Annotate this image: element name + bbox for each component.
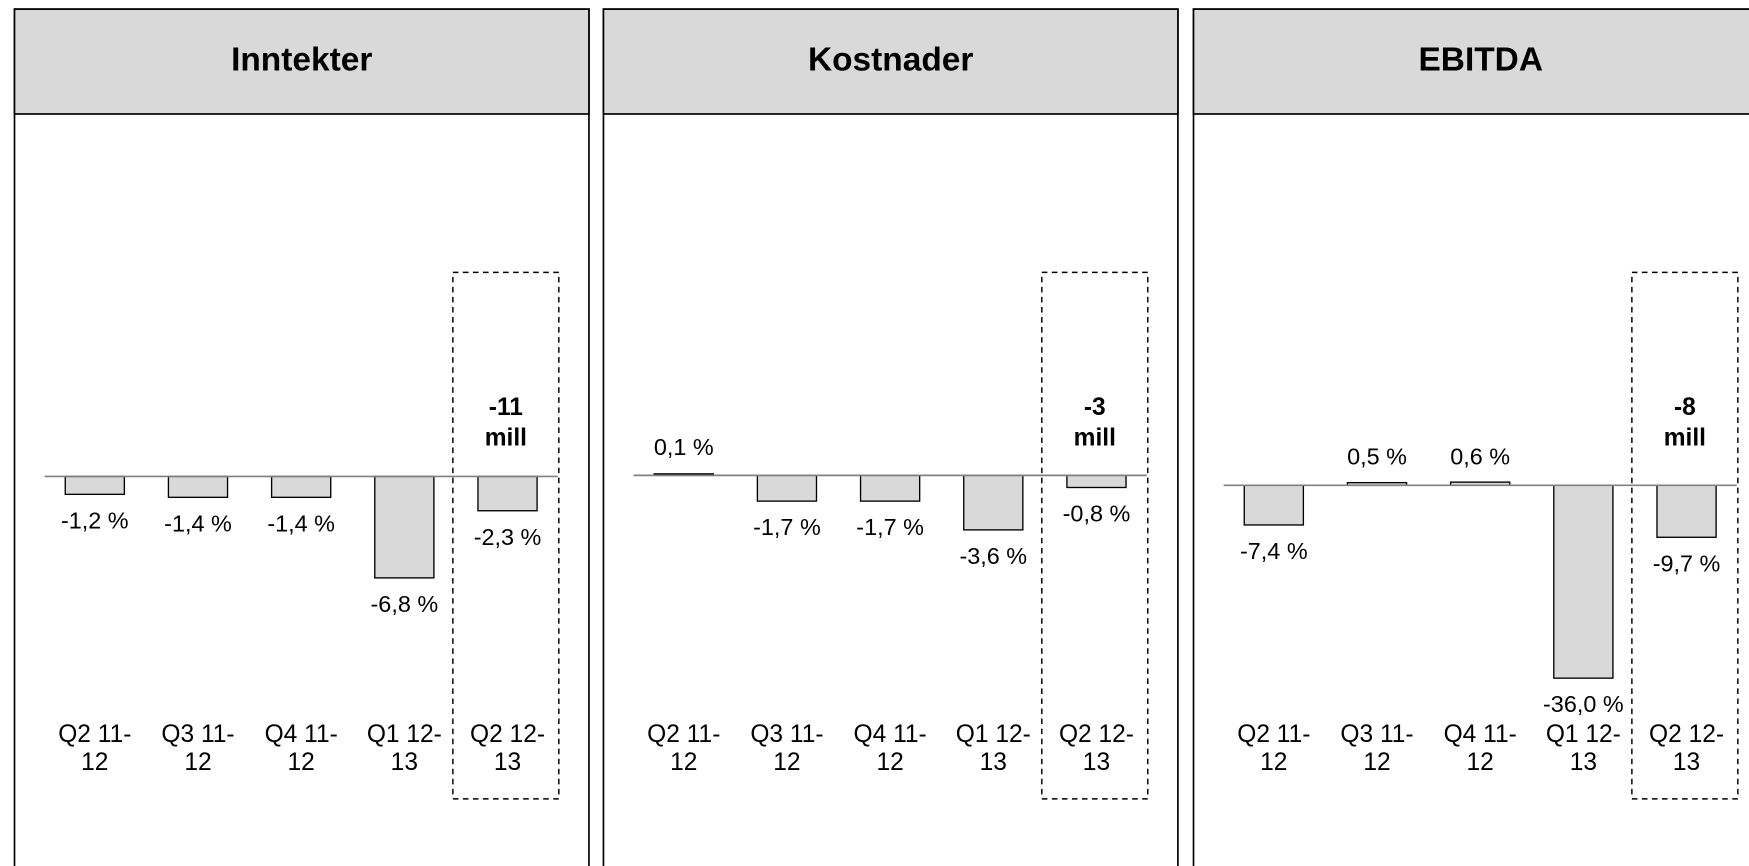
value-label: -6,8 %	[371, 591, 439, 617]
category-label: Q2 11-12	[1237, 719, 1311, 776]
value-label: -3,6 %	[959, 543, 1027, 569]
panel-title: Inntekter	[231, 41, 372, 78]
value-label: -1,7 %	[753, 514, 821, 540]
category-label: Q2 12-13	[469, 719, 546, 776]
category-label: Q4 11-12	[853, 719, 927, 776]
value-label: 0,5 %	[1347, 444, 1407, 470]
category-label-box: Q2 12-13	[1649, 719, 1725, 776]
category-label: Q3 11-12	[161, 719, 235, 776]
annotation-box: -11 mill	[484, 392, 527, 451]
category-label-box: Q3 11-12	[750, 719, 824, 776]
annotation: -11 mill	[484, 392, 527, 451]
value-label: -0,8 %	[1063, 501, 1131, 527]
category-label-box: Q3 11-12	[1340, 719, 1414, 776]
value-label: -2,3 %	[474, 524, 542, 550]
highlight-box	[1631, 271, 1739, 800]
value-label: -9,7 %	[1653, 550, 1721, 576]
category-label: Q3 11-12	[1340, 719, 1414, 776]
category-label: Q1 12-13	[955, 719, 1031, 776]
annotation: -8 mill	[1663, 392, 1707, 451]
bar	[477, 475, 538, 512]
category-label-box: Q2 11-12	[647, 719, 721, 776]
category-label-box: Q1 12-13	[366, 719, 442, 776]
bar	[1656, 484, 1717, 538]
highlight-box	[452, 271, 560, 800]
category-label-box: Q2 11-12	[58, 719, 132, 776]
highlight-box	[1041, 271, 1149, 800]
panel-title: Kostnader	[808, 41, 973, 78]
category-label: Q2 11-12	[647, 719, 721, 776]
annotation-box: -8 mill	[1663, 392, 1707, 451]
bar	[374, 475, 435, 579]
category-label-box: Q2 11-12	[1237, 719, 1311, 776]
value-label: 0,1 %	[654, 434, 714, 460]
value-label: -36,0 %	[1543, 691, 1624, 717]
category-label-box: Q1 12-13	[1545, 719, 1621, 776]
panel	[602, 8, 1179, 866]
value-label: -7,4 %	[1240, 538, 1308, 564]
bar	[859, 474, 921, 502]
value-label: -1,4 %	[164, 510, 232, 536]
category-label: Q4 11-12	[1443, 719, 1517, 776]
bar	[1066, 474, 1127, 489]
annotation: -3 mill	[1073, 392, 1116, 451]
category-label-box: Q2 12-13	[469, 719, 546, 776]
bar	[167, 475, 229, 498]
value-label: -1,4 %	[267, 510, 335, 536]
category-label: Q2 11-12	[58, 719, 132, 776]
panel-title: EBITDA	[1418, 41, 1543, 78]
value-label: 0,6 %	[1450, 444, 1510, 470]
panel-header	[13, 8, 590, 115]
bar	[64, 475, 126, 496]
category-label-box: Q1 12-13	[955, 719, 1031, 776]
category-label: Q1 12-13	[366, 719, 442, 776]
panel-header	[1192, 8, 1749, 115]
category-label: Q3 11-12	[750, 719, 824, 776]
bar	[270, 475, 332, 498]
category-label-box: Q4 11-12	[1443, 719, 1517, 776]
value-label: -1,2 %	[61, 507, 129, 533]
category-label: Q2 12-13	[1058, 719, 1134, 776]
panel	[1192, 8, 1749, 866]
category-label-box: Q2 12-13	[1058, 719, 1134, 776]
category-label-box: Q3 11-12	[161, 719, 235, 776]
panel	[13, 8, 590, 866]
category-label: Q4 11-12	[264, 719, 338, 776]
annotation-box: -3 mill	[1073, 392, 1116, 451]
panel-header	[602, 8, 1179, 115]
value-label: -1,7 %	[856, 514, 924, 540]
category-label-box: Q4 11-12	[853, 719, 927, 776]
category-label: Q2 12-13	[1649, 719, 1725, 776]
bar	[1553, 484, 1614, 679]
bar	[1243, 484, 1305, 526]
bar	[756, 474, 818, 502]
bar	[963, 474, 1024, 531]
category-label: Q1 12-13	[1545, 719, 1621, 776]
category-label-box: Q4 11-12	[264, 719, 338, 776]
